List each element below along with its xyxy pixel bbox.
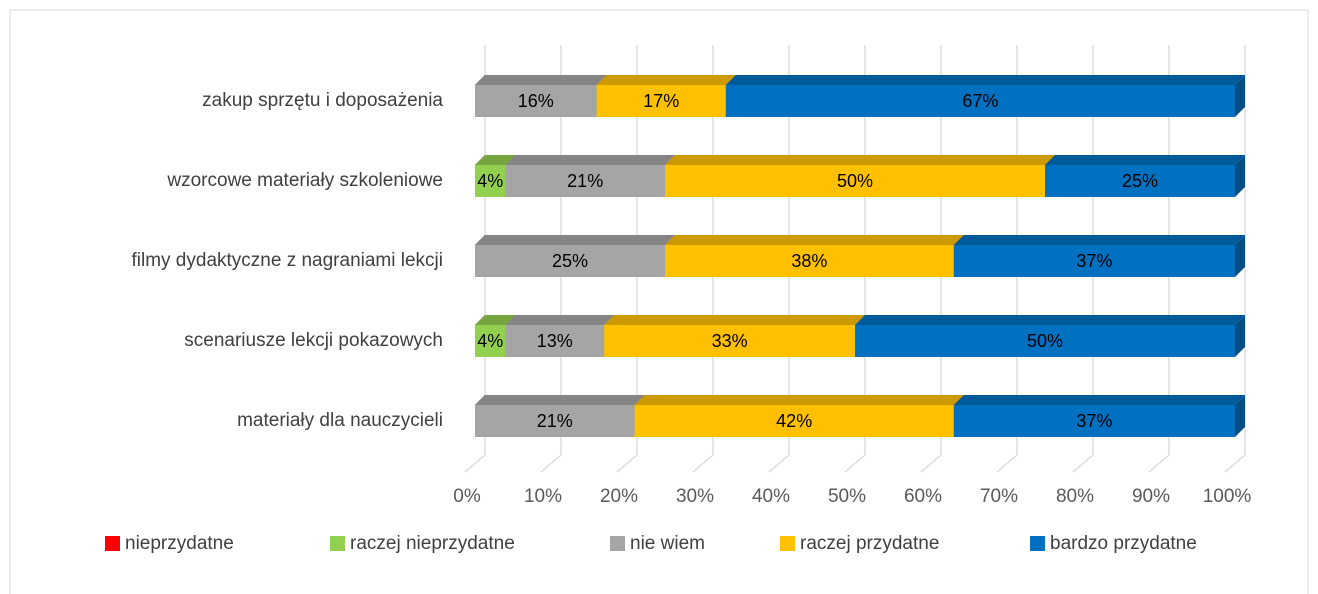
chart-border: [9, 9, 1309, 594]
legend-swatch: [1030, 536, 1045, 551]
legend-label: nie wiem: [630, 533, 705, 554]
x-tick-label: 0%: [453, 486, 481, 507]
x-tick-label: 30%: [676, 486, 714, 507]
bar-top: [634, 395, 964, 405]
legend-swatch: [105, 536, 120, 551]
data-label: 37%: [1076, 251, 1112, 271]
bar: [665, 165, 1045, 197]
bar-top: [604, 315, 865, 325]
x-tick-label: 40%: [752, 486, 790, 507]
legend-swatch: [330, 536, 345, 551]
bar: [505, 325, 605, 357]
x-tick-label: 60%: [904, 486, 942, 507]
category-label: filmy dydaktyczne z nagraniami lekcji: [131, 250, 443, 271]
bar-top: [475, 395, 645, 405]
bar-top: [953, 395, 1245, 405]
bar: [475, 165, 506, 197]
x-tick-label: 80%: [1056, 486, 1094, 507]
data-label: 38%: [791, 251, 827, 271]
bar-top: [665, 235, 964, 245]
bar: [725, 85, 1235, 117]
data-label: 25%: [1122, 171, 1158, 191]
x-tick-label: 100%: [1203, 486, 1252, 507]
bar-top: [725, 75, 1245, 85]
bar-side: [1235, 395, 1245, 437]
data-label: 67%: [962, 91, 998, 111]
bar: [855, 325, 1235, 357]
bar-top: [1045, 155, 1245, 165]
bar-top: [505, 155, 675, 165]
bar: [634, 405, 954, 437]
bar: [475, 85, 597, 117]
bar: [1045, 165, 1235, 197]
legend-label: nieprzydatne: [125, 533, 234, 554]
legend-label: raczej nieprzydatne: [350, 533, 515, 554]
bar-top: [475, 315, 516, 325]
bar-top: [475, 235, 675, 245]
bar-top: [953, 235, 1245, 245]
category-label: materiały dla nauczycieli: [237, 410, 443, 431]
legend-swatch: [780, 536, 795, 551]
bar: [475, 325, 506, 357]
x-tick-label: 50%: [828, 486, 866, 507]
bar: [953, 405, 1235, 437]
data-label: 50%: [837, 171, 873, 191]
bar: [475, 245, 665, 277]
bar-side: [1235, 155, 1245, 197]
bar-side: [1235, 235, 1245, 277]
bar: [505, 165, 665, 197]
bar: [475, 405, 635, 437]
bar-top: [505, 315, 615, 325]
legend-label: bardzo przydatne: [1050, 533, 1197, 554]
data-label: 21%: [567, 171, 603, 191]
category-label: wzorcowe materiały szkoleniowe: [166, 170, 443, 191]
data-label: 17%: [643, 91, 679, 111]
x-tick-label: 90%: [1132, 486, 1170, 507]
x-tick-label: 10%: [524, 486, 562, 507]
bar-top: [475, 75, 607, 85]
bar: [596, 85, 726, 117]
category-label: scenariusze lekcji pokazowych: [184, 330, 443, 351]
data-label: 13%: [537, 331, 573, 351]
x-tick-label: 70%: [980, 486, 1018, 507]
legend-label: raczej przydatne: [800, 533, 939, 554]
data-label: 42%: [776, 411, 812, 431]
bar-side: [1235, 75, 1245, 117]
bar-side: [1235, 315, 1245, 357]
data-label: 25%: [552, 251, 588, 271]
bar-top: [475, 155, 516, 165]
category-label: zakup sprzętu i doposażenia: [202, 90, 443, 111]
bar-top: [855, 315, 1245, 325]
data-label: 4%: [477, 171, 503, 191]
data-label: 37%: [1076, 411, 1112, 431]
bar: [665, 245, 954, 277]
bar-top: [596, 75, 736, 85]
data-label: 50%: [1027, 331, 1063, 351]
data-label: 16%: [518, 91, 554, 111]
legend-swatch: [610, 536, 625, 551]
data-label: 21%: [537, 411, 573, 431]
bar: [953, 245, 1235, 277]
data-label: 4%: [477, 331, 503, 351]
bar: [604, 325, 855, 357]
bar-top: [665, 155, 1055, 165]
data-label: 33%: [712, 331, 748, 351]
x-tick-label: 20%: [600, 486, 638, 507]
